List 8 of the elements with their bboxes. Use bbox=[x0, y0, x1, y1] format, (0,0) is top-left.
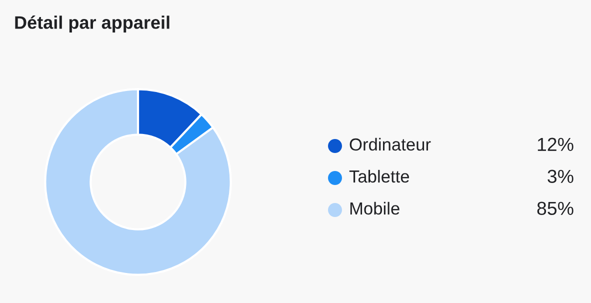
donut-slice bbox=[44, 88, 232, 276]
legend-label: Ordinateur bbox=[350, 138, 431, 151]
legend-label: Mobile bbox=[350, 202, 400, 215]
data-label: 85% bbox=[537, 202, 574, 216]
data-label: 12% bbox=[538, 138, 574, 151]
data-label: 3% bbox=[548, 170, 574, 184]
legend-label: Tablette bbox=[349, 170, 410, 183]
chart-title: Détail par appareil bbox=[15, 16, 170, 32]
